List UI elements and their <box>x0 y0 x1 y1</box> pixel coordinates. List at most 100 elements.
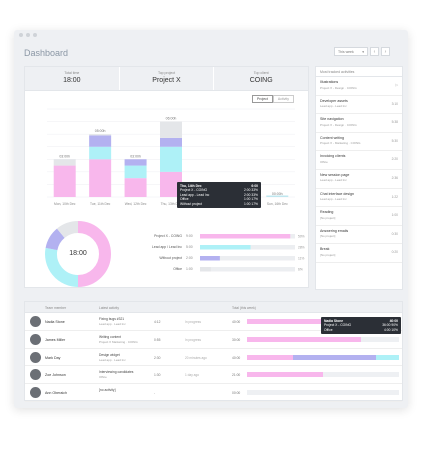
daily-bar-chart: 03:00h Mon, 10th Dec 05:00h Tue, 11th Dec 03… <box>47 108 295 206</box>
tooltip-time: 4:00 <box>384 327 391 332</box>
donut-slice <box>45 247 79 287</box>
sidebar-activity-item[interactable]: Site navigation Project X - Design · COIN… <box>316 114 402 133</box>
activity-duration: 0:30 <box>391 231 398 236</box>
breakdown-percent: 6% <box>298 268 303 272</box>
sidebar-activity-item[interactable]: Break [No project] 0:20 <box>316 244 402 263</box>
activity-status: In progress <box>185 320 201 324</box>
stat-value: 18:00 <box>63 77 81 84</box>
bar-segment <box>124 165 147 179</box>
activity-project: Project X - Design · COING <box>320 122 357 127</box>
total-time: 21:00 <box>232 373 241 378</box>
table-row[interactable]: Zoe Johnson Interviewing candidates Office… <box>25 366 402 385</box>
activity-project: [No project] <box>320 234 336 239</box>
stat-value: COING <box>249 77 273 84</box>
sidebar-activity-item[interactable]: Answering emails [No project] 0:30 <box>316 226 402 245</box>
column-header-total[interactable]: Total (this week) <box>232 306 256 310</box>
donut-slice <box>45 228 65 251</box>
sidebar-activity-item[interactable]: Illustrations Project X - Design · COING ▷ <box>316 77 402 96</box>
donut-center-value: 18:00 <box>69 250 87 257</box>
breakdown-label: Office <box>173 267 182 271</box>
table-row[interactable]: James Miller Writing content Project X Mar… <box>25 331 402 349</box>
x-tick-label: Wed, 12th Dec <box>125 202 147 206</box>
column-header-member[interactable]: Team member <box>45 306 67 310</box>
stat-value: Project X <box>152 77 181 84</box>
activity-title: Content writing <box>320 135 344 140</box>
tooltip-title: Thu, 14th Dec <box>180 184 202 188</box>
activity-duration: 1:00 <box>391 213 398 218</box>
tooltip-time: 1:00 <box>244 197 251 202</box>
play-icon[interactable]: ▷ <box>395 83 398 87</box>
sidebar-activity-item[interactable]: Content writing Project X - Marketing · C… <box>316 133 402 152</box>
table-header: Team member Latest activity Total (this … <box>25 302 402 313</box>
tab-project[interactable]: Project <box>252 95 273 103</box>
activity-title: Invoicing clients <box>320 154 346 159</box>
activities-sidebar: Most tracked activities Illustrations Pro… <box>315 66 403 290</box>
bar-segment <box>160 146 182 172</box>
period-dropdown[interactable]: This week ▾ <box>334 47 368 56</box>
activity-project: Project X - Marketing · COING <box>320 141 361 146</box>
breakdown-fill <box>200 256 220 261</box>
donut-slice <box>77 221 111 287</box>
activity-title: Answering emails <box>320 228 349 233</box>
x-tick-label: Thu, 13th Dec <box>161 202 182 206</box>
stat-top-project: Top project Project X <box>120 67 215 90</box>
table-row[interactable]: Ann Oberaich [no activity] - 00:00 <box>25 384 402 402</box>
activity-title: Break <box>320 247 330 252</box>
total-bar-track <box>247 390 399 396</box>
total-time: 40:00 <box>232 320 241 324</box>
bar-segment <box>53 159 76 166</box>
tooltip-pct: 10% <box>391 327 398 332</box>
breakdown-time: 9:00 <box>186 234 193 238</box>
tooltip-total: 6:00 <box>251 184 258 188</box>
tooltip-pct: 17% <box>251 197 258 202</box>
bar-value-label: 05:00h <box>95 129 106 133</box>
activity-time: - <box>154 391 156 396</box>
previous-week-button[interactable]: ‹ <box>370 47 379 56</box>
total-bar-segment <box>247 336 361 342</box>
latest-activity: [no activity] <box>99 388 116 393</box>
chart-tabs: Project Activity <box>252 95 294 103</box>
sidebar-activity-item[interactable]: Developer assets Lead app - Lead Inc 3:10 <box>316 96 402 115</box>
activity-title: Developer assets <box>320 98 348 103</box>
column-header-activity[interactable]: Latest activity <box>99 306 119 310</box>
activity-duration: 5:38 <box>391 120 398 125</box>
activity-duration: 2:20 <box>391 157 398 162</box>
tooltip-pct: 33% <box>251 188 258 193</box>
table-row[interactable]: Mark Day Design widget Lead app · Lead Inc… <box>25 349 402 367</box>
activity-title: Site navigation <box>320 117 344 122</box>
bar-segment <box>160 121 182 138</box>
page-title: Dashboard <box>24 48 69 58</box>
breakdown-time: 1:00 <box>186 267 193 271</box>
breakdown-time: 2:00 <box>186 256 193 260</box>
x-tick-label: Sun, 16th Dec <box>267 202 288 206</box>
stat-label: Total time <box>64 71 80 75</box>
breakdown-fill <box>200 245 251 250</box>
tooltip-time: 36:00 <box>382 323 391 328</box>
breakdown-track <box>200 256 295 261</box>
total-bar-segment <box>247 319 331 324</box>
tooltip-pct: 90% <box>391 323 398 328</box>
chevron-down-icon: ▾ <box>362 49 364 54</box>
total-bar-segment <box>292 354 377 360</box>
activity-project: Lead app - Lead Inc <box>320 104 347 109</box>
activity-project: [No project] <box>320 252 336 257</box>
bar-value-label: 03:00h <box>130 154 141 158</box>
activity-title: Illustrations <box>320 80 339 84</box>
tooltip-time: 2:00 <box>244 192 251 197</box>
sidebar-activity-item[interactable]: Invoicing clients Office 2:20 <box>316 151 402 170</box>
total-bar-segment <box>376 354 399 360</box>
member-name: James Miller <box>45 337 66 342</box>
activity-time: 0:55 <box>154 337 161 342</box>
tab-activity[interactable]: Activity <box>272 95 294 103</box>
bar-segment <box>124 159 147 166</box>
total-bar-segment <box>247 372 323 378</box>
bar-segment <box>124 178 147 197</box>
sidebar-activity-item[interactable]: New session page Lead app - Lead Inc 2:36 <box>316 170 402 189</box>
stats-row: Total time 18:00 Top project Project X Top… <box>25 67 308 91</box>
sidebar-activity-item[interactable]: Reading [No project] 1:00 <box>316 207 402 226</box>
stat-label: Top project <box>157 71 176 75</box>
next-week-button[interactable]: › <box>381 47 390 56</box>
toolbar: This week ▾ ‹ › <box>334 47 390 56</box>
sidebar-activity-item[interactable]: Chat interface design Lead app - Lead Inc… <box>316 189 402 208</box>
activity-time: 2:30 <box>154 355 161 360</box>
